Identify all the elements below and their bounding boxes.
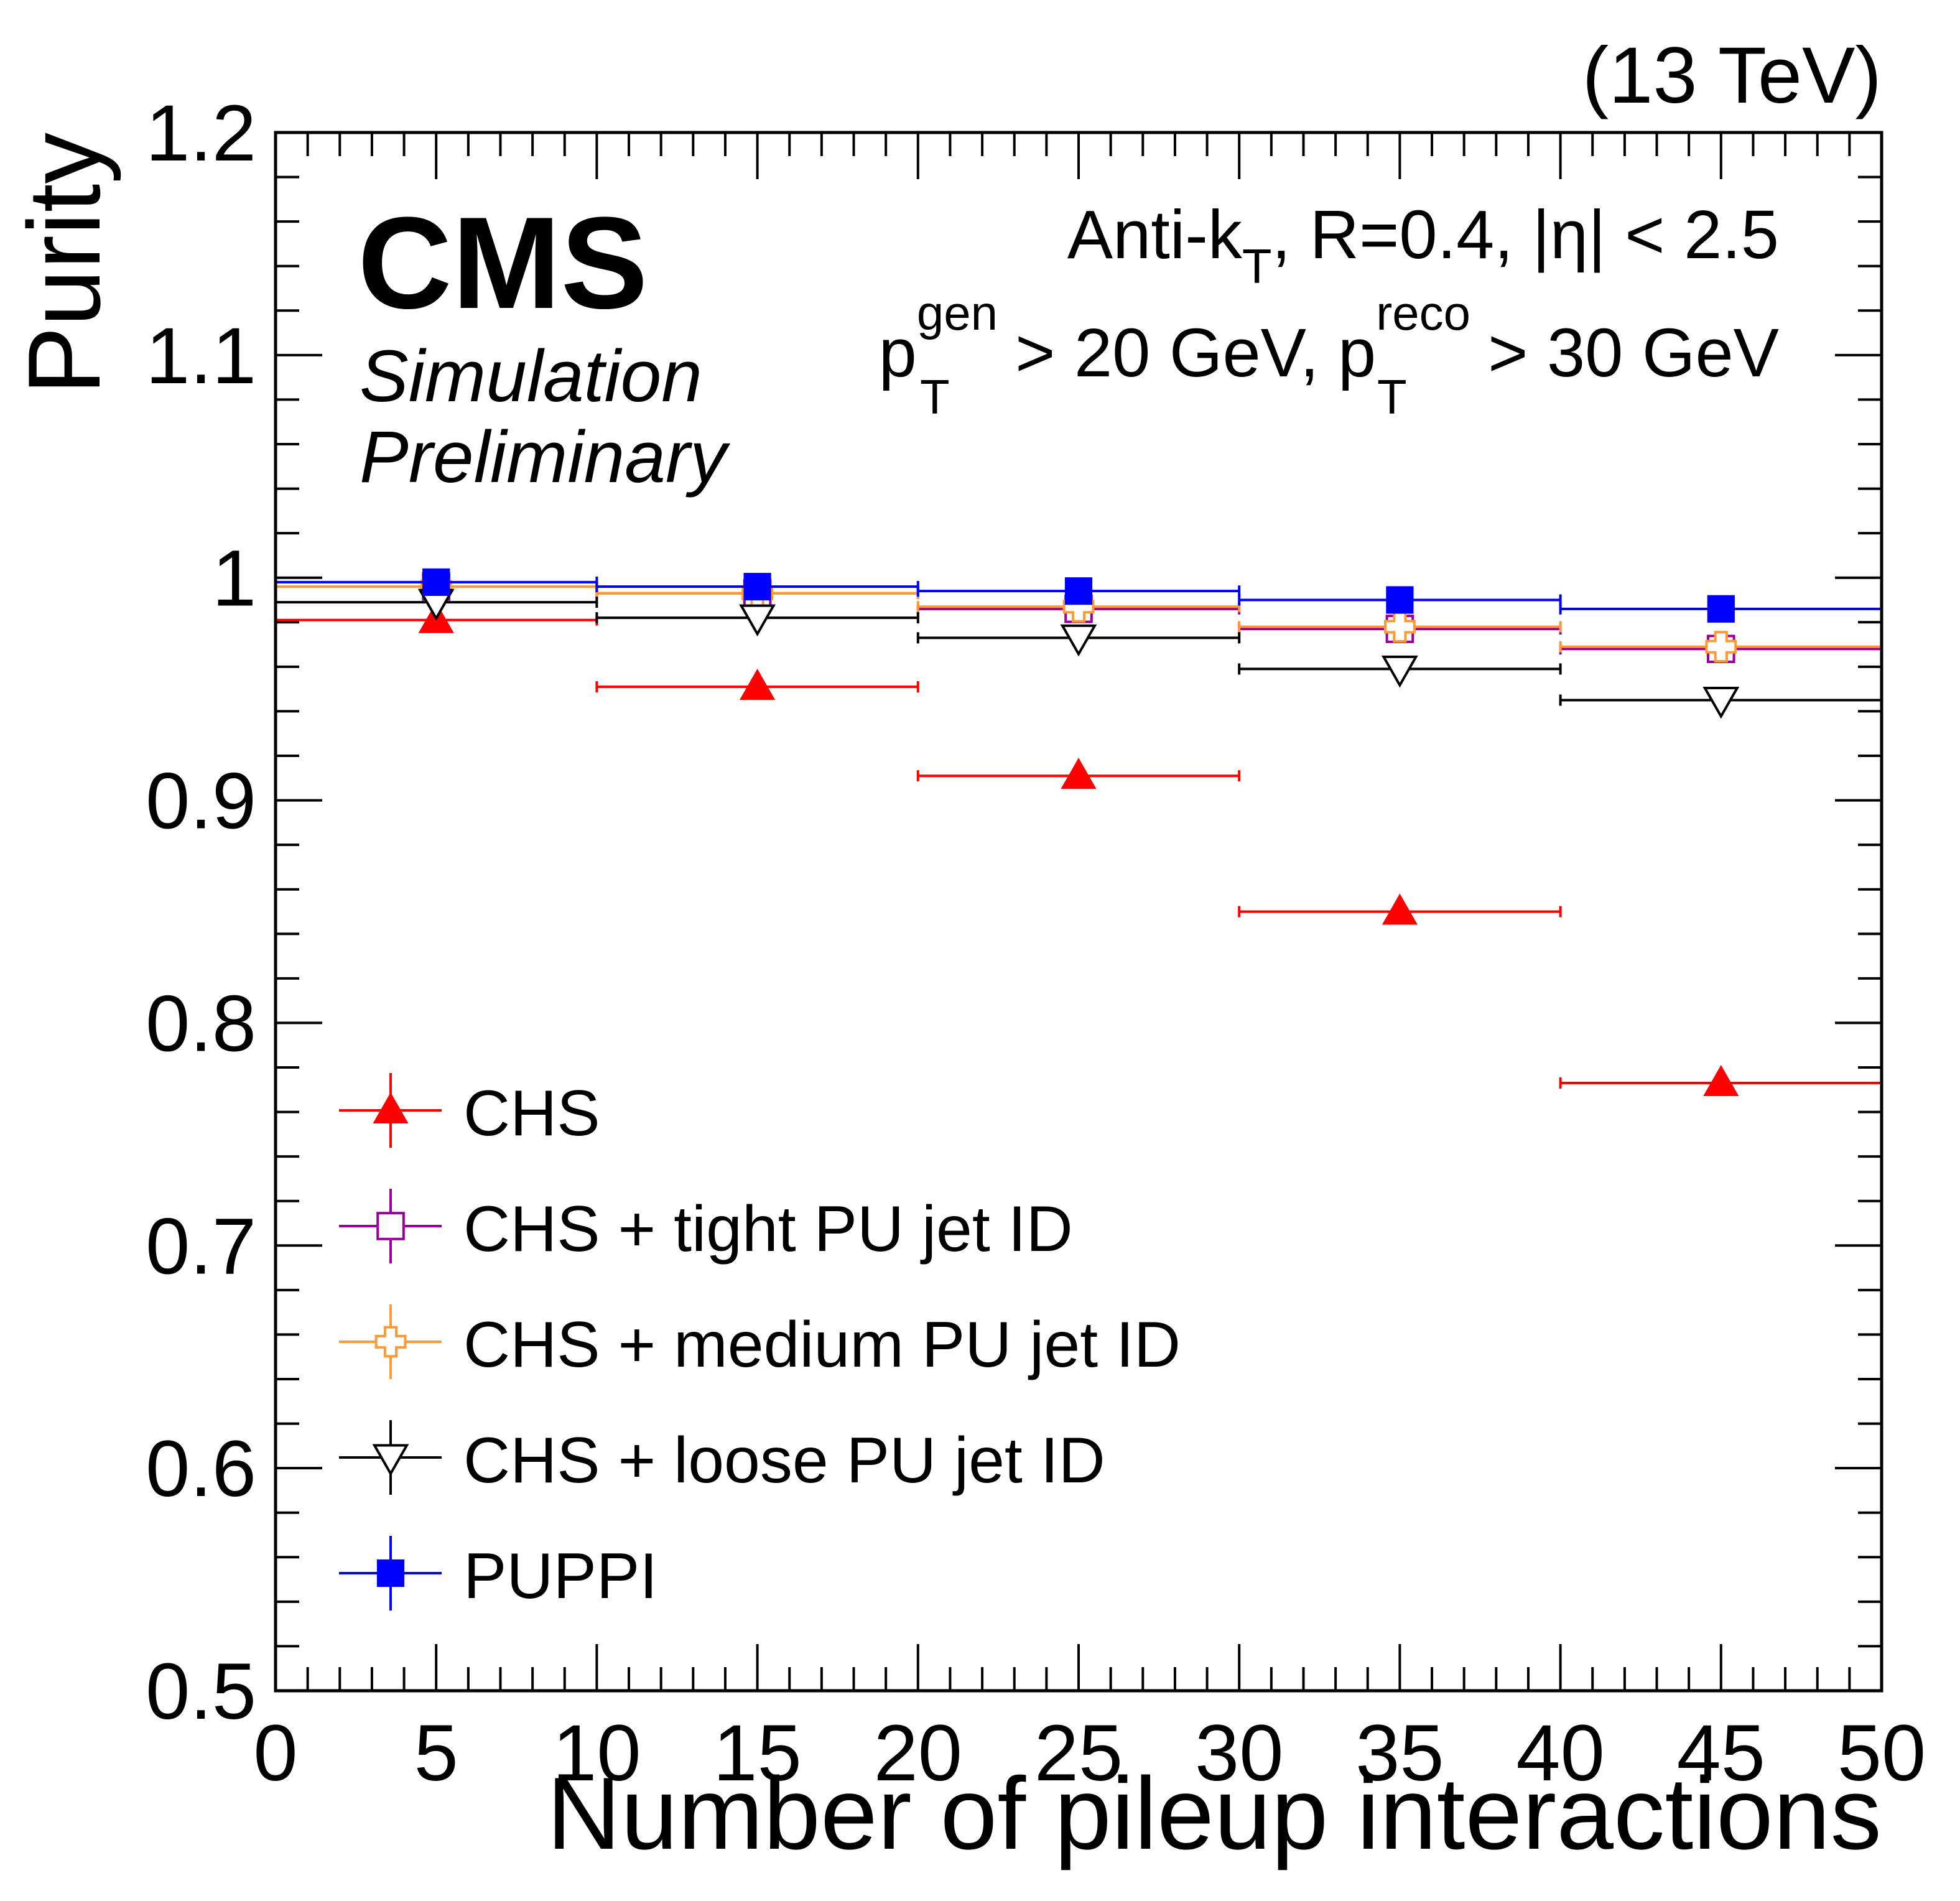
legend-marker: [373, 1092, 409, 1123]
legend-label: PUPPI: [463, 1540, 657, 1612]
legend: CHS CHS + tight PU jet ID CHS + medium PU …: [339, 1073, 1181, 1612]
simulation-label: Simulation: [360, 335, 702, 417]
x-tick-label: 0: [253, 1709, 297, 1798]
data-point: [740, 669, 776, 700]
y-tick-label: 0.6: [146, 1425, 256, 1513]
x-tick-label: 25: [1034, 1709, 1123, 1798]
y-tick-label: 1.2: [146, 89, 256, 178]
legend-label: CHS + loose PU jet ID: [463, 1425, 1105, 1497]
x-tick-label: 50: [1837, 1709, 1926, 1798]
data-point: [1381, 655, 1418, 688]
data-point: [1702, 687, 1740, 719]
series-3: [274, 588, 1883, 719]
data-point: [739, 604, 776, 637]
y-axis-title: Purity: [7, 132, 121, 395]
data-point: [1386, 586, 1414, 614]
tick-labels: 0 5 10 15 20 25 30 35 40 45 50 0.5 0.6 0.7 0.8 0.9 1 1.1 1…: [146, 89, 1926, 1798]
legend-entry: CHS: [339, 1073, 600, 1150]
series-0: [274, 602, 1883, 1097]
legend-marker: [372, 1444, 409, 1477]
data-point: [1061, 758, 1097, 789]
x-tick-label: 30: [1195, 1709, 1283, 1798]
data-point: [1384, 611, 1416, 643]
x-tick-label: 40: [1516, 1709, 1604, 1798]
x-tick-label: 20: [874, 1709, 962, 1798]
legend-label: CHS + medium PU jet ID: [463, 1309, 1181, 1381]
series-4: [274, 568, 1883, 623]
x-tick-label: 35: [1355, 1709, 1444, 1798]
y-tick-label: 1: [212, 534, 256, 623]
y-tick-label: 0.9: [146, 757, 256, 846]
legend-label: CHS: [463, 1077, 600, 1150]
legend-entry: CHS + tight PU jet ID: [339, 1189, 1073, 1265]
data-point: [1707, 595, 1735, 623]
legend-entry: CHS + medium PU jet ID: [339, 1304, 1181, 1381]
data-series: [274, 568, 1883, 1097]
y-tick-label: 1.1: [146, 312, 256, 401]
data-point: [1705, 631, 1737, 663]
y-tick-label: 0.7: [146, 1202, 256, 1291]
x-tick-label: 5: [414, 1709, 458, 1798]
legend-marker: [376, 1559, 405, 1587]
cms-label: CMS: [358, 190, 648, 336]
plot-frame: [274, 131, 1883, 1693]
data-point: [422, 568, 450, 596]
legend-marker: [374, 1326, 407, 1358]
x-tick-label: 15: [713, 1709, 801, 1798]
energy-label: (13 TeV): [1582, 31, 1882, 120]
jet-algorithm-label: Anti-kT, R=0.4, |η| < 2.5: [1067, 197, 1779, 294]
x-tick-label: 10: [552, 1709, 641, 1798]
data-point: [743, 572, 771, 601]
y-tick-label: 0.8: [146, 979, 256, 1068]
data-point: [1382, 893, 1418, 925]
legend-label: CHS + tight PU jet ID: [463, 1193, 1073, 1265]
data-point: [1060, 624, 1097, 657]
preliminary-label: Preliminary: [360, 416, 730, 498]
x-tick-label: 45: [1677, 1709, 1765, 1798]
legend-entry: CHS + loose PU jet ID: [339, 1420, 1105, 1497]
legend-marker: [376, 1212, 405, 1240]
legend-entry: PUPPI: [339, 1536, 657, 1612]
pt-cut-label: pgen T > 20 GeV, preco T > 30 GeV: [879, 286, 1779, 424]
data-point: [1703, 1065, 1739, 1097]
x-axis-title: Number of pileup interactions: [547, 1756, 1882, 1871]
data-point: [1064, 577, 1093, 605]
y-tick-label: 0.5: [146, 1647, 256, 1736]
